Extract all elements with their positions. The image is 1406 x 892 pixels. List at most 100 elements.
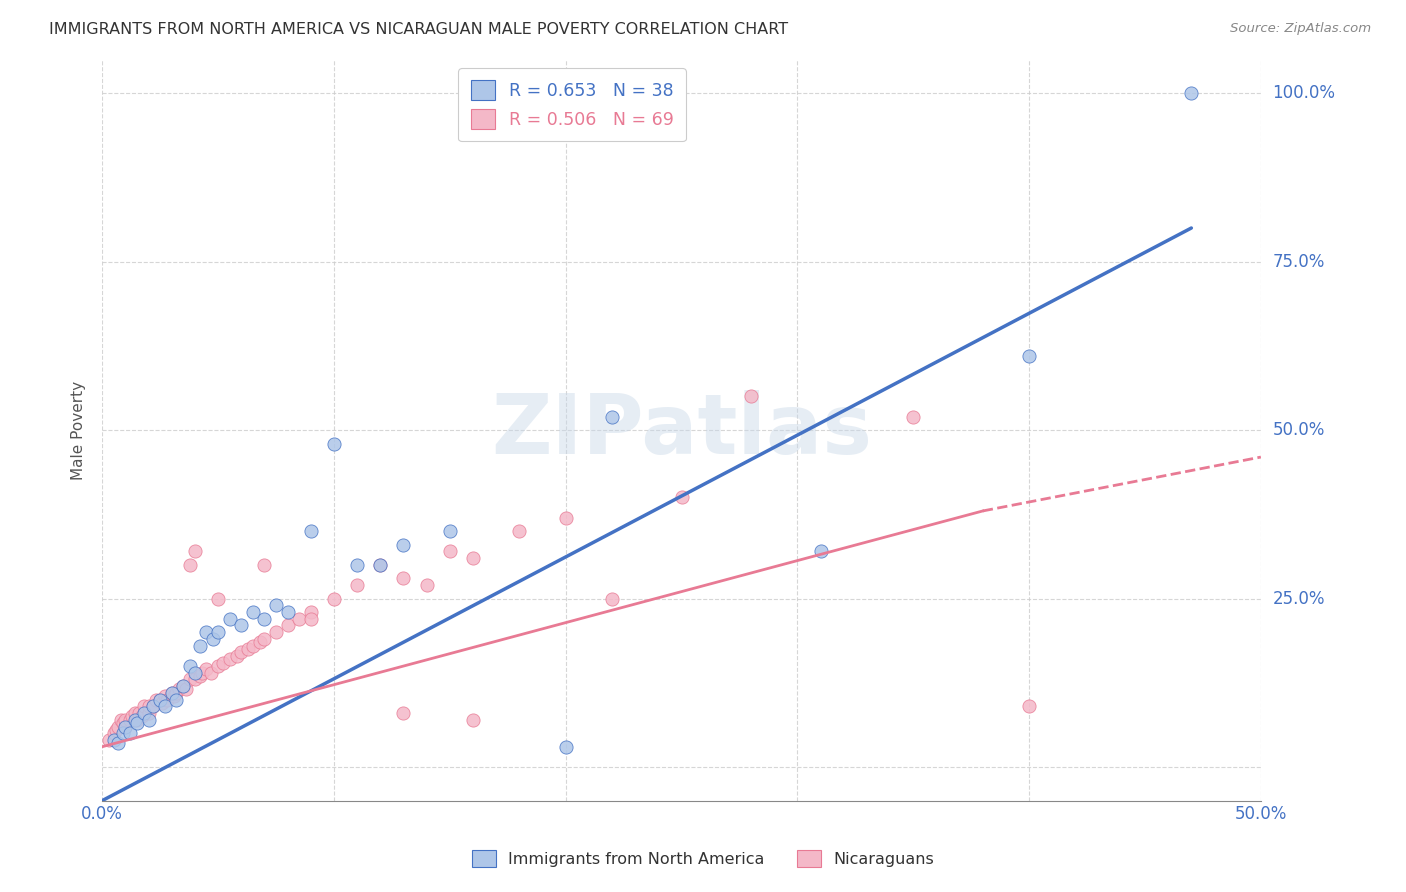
Point xyxy=(323,591,346,606)
Point xyxy=(110,713,132,727)
Point xyxy=(152,696,174,710)
Text: IMMIGRANTS FROM NORTH AMERICA VS NICARAGUAN MALE POVERTY CORRELATION CHART: IMMIGRANTS FROM NORTH AMERICA VS NICARAG… xyxy=(49,22,789,37)
Point xyxy=(142,699,165,714)
Text: Source: ZipAtlas.com: Source: ZipAtlas.com xyxy=(1230,22,1371,36)
Point xyxy=(138,713,160,727)
Point xyxy=(299,612,322,626)
Point xyxy=(461,551,484,566)
Point xyxy=(1018,349,1040,363)
Y-axis label: Male Poverty: Male Poverty xyxy=(72,381,86,480)
Point xyxy=(179,659,201,673)
Point xyxy=(810,544,832,558)
Point xyxy=(554,739,576,754)
Point xyxy=(103,733,125,747)
Point xyxy=(149,692,172,706)
Point xyxy=(346,578,368,592)
Point xyxy=(132,699,155,714)
Point xyxy=(188,669,211,683)
Point xyxy=(125,713,148,727)
Point xyxy=(600,591,623,606)
Text: 25.0%: 25.0% xyxy=(1272,590,1324,607)
Point xyxy=(114,719,136,733)
Point xyxy=(107,736,129,750)
Point xyxy=(392,706,415,720)
Point xyxy=(368,558,391,572)
Point xyxy=(195,625,218,640)
Point xyxy=(264,625,287,640)
Point xyxy=(231,645,253,659)
Point xyxy=(253,612,276,626)
Point xyxy=(160,686,183,700)
Point xyxy=(184,673,207,687)
Point xyxy=(184,665,207,680)
Point xyxy=(439,544,461,558)
Point xyxy=(179,673,201,687)
Point xyxy=(439,524,461,538)
Point xyxy=(124,706,146,720)
Point xyxy=(156,692,179,706)
Point xyxy=(508,524,530,538)
Point xyxy=(323,436,346,450)
Point xyxy=(184,544,207,558)
Text: 50.0%: 50.0% xyxy=(1272,421,1324,439)
Point xyxy=(207,659,229,673)
Point xyxy=(600,409,623,424)
Point xyxy=(114,719,136,733)
Point xyxy=(200,665,222,680)
Point xyxy=(238,642,260,657)
Point xyxy=(105,723,128,737)
Point xyxy=(740,389,762,403)
Point xyxy=(392,538,415,552)
Point xyxy=(277,618,299,632)
Point xyxy=(121,709,143,723)
Point xyxy=(160,686,183,700)
Point xyxy=(172,679,194,693)
Point xyxy=(124,713,146,727)
Point xyxy=(149,692,172,706)
Point xyxy=(112,716,135,731)
Point xyxy=(118,726,141,740)
Point xyxy=(191,665,214,680)
Point xyxy=(138,706,160,720)
Point xyxy=(392,571,415,585)
Point xyxy=(231,618,253,632)
Point xyxy=(288,612,311,626)
Point xyxy=(218,652,240,666)
Point xyxy=(165,692,187,706)
Point xyxy=(671,491,693,505)
Point xyxy=(98,733,121,747)
Point xyxy=(207,591,229,606)
Point xyxy=(145,692,167,706)
Point xyxy=(174,682,197,697)
Point xyxy=(103,726,125,740)
Point xyxy=(249,635,271,649)
Point xyxy=(253,558,276,572)
Legend: R = 0.653   N = 38, R = 0.506   N = 69: R = 0.653 N = 38, R = 0.506 N = 69 xyxy=(458,69,686,141)
Point xyxy=(218,612,240,626)
Text: 100.0%: 100.0% xyxy=(1272,84,1336,103)
Point xyxy=(195,662,218,676)
Point xyxy=(167,682,190,697)
Point xyxy=(179,558,201,572)
Point xyxy=(142,699,165,714)
Point xyxy=(242,605,264,619)
Point xyxy=(114,713,136,727)
Point xyxy=(172,679,194,693)
Text: ZIPatlas: ZIPatlas xyxy=(491,390,872,471)
Point xyxy=(107,719,129,733)
Point xyxy=(225,648,247,663)
Point xyxy=(132,706,155,720)
Point xyxy=(346,558,368,572)
Point xyxy=(112,726,135,740)
Point xyxy=(128,706,150,720)
Point xyxy=(299,524,322,538)
Point xyxy=(277,605,299,619)
Point xyxy=(415,578,437,592)
Point xyxy=(125,716,148,731)
Point xyxy=(188,639,211,653)
Point xyxy=(163,689,186,703)
Legend: Immigrants from North America, Nicaraguans: Immigrants from North America, Nicaragua… xyxy=(464,842,942,875)
Text: 75.0%: 75.0% xyxy=(1272,252,1324,270)
Point xyxy=(131,709,153,723)
Point xyxy=(1180,87,1202,101)
